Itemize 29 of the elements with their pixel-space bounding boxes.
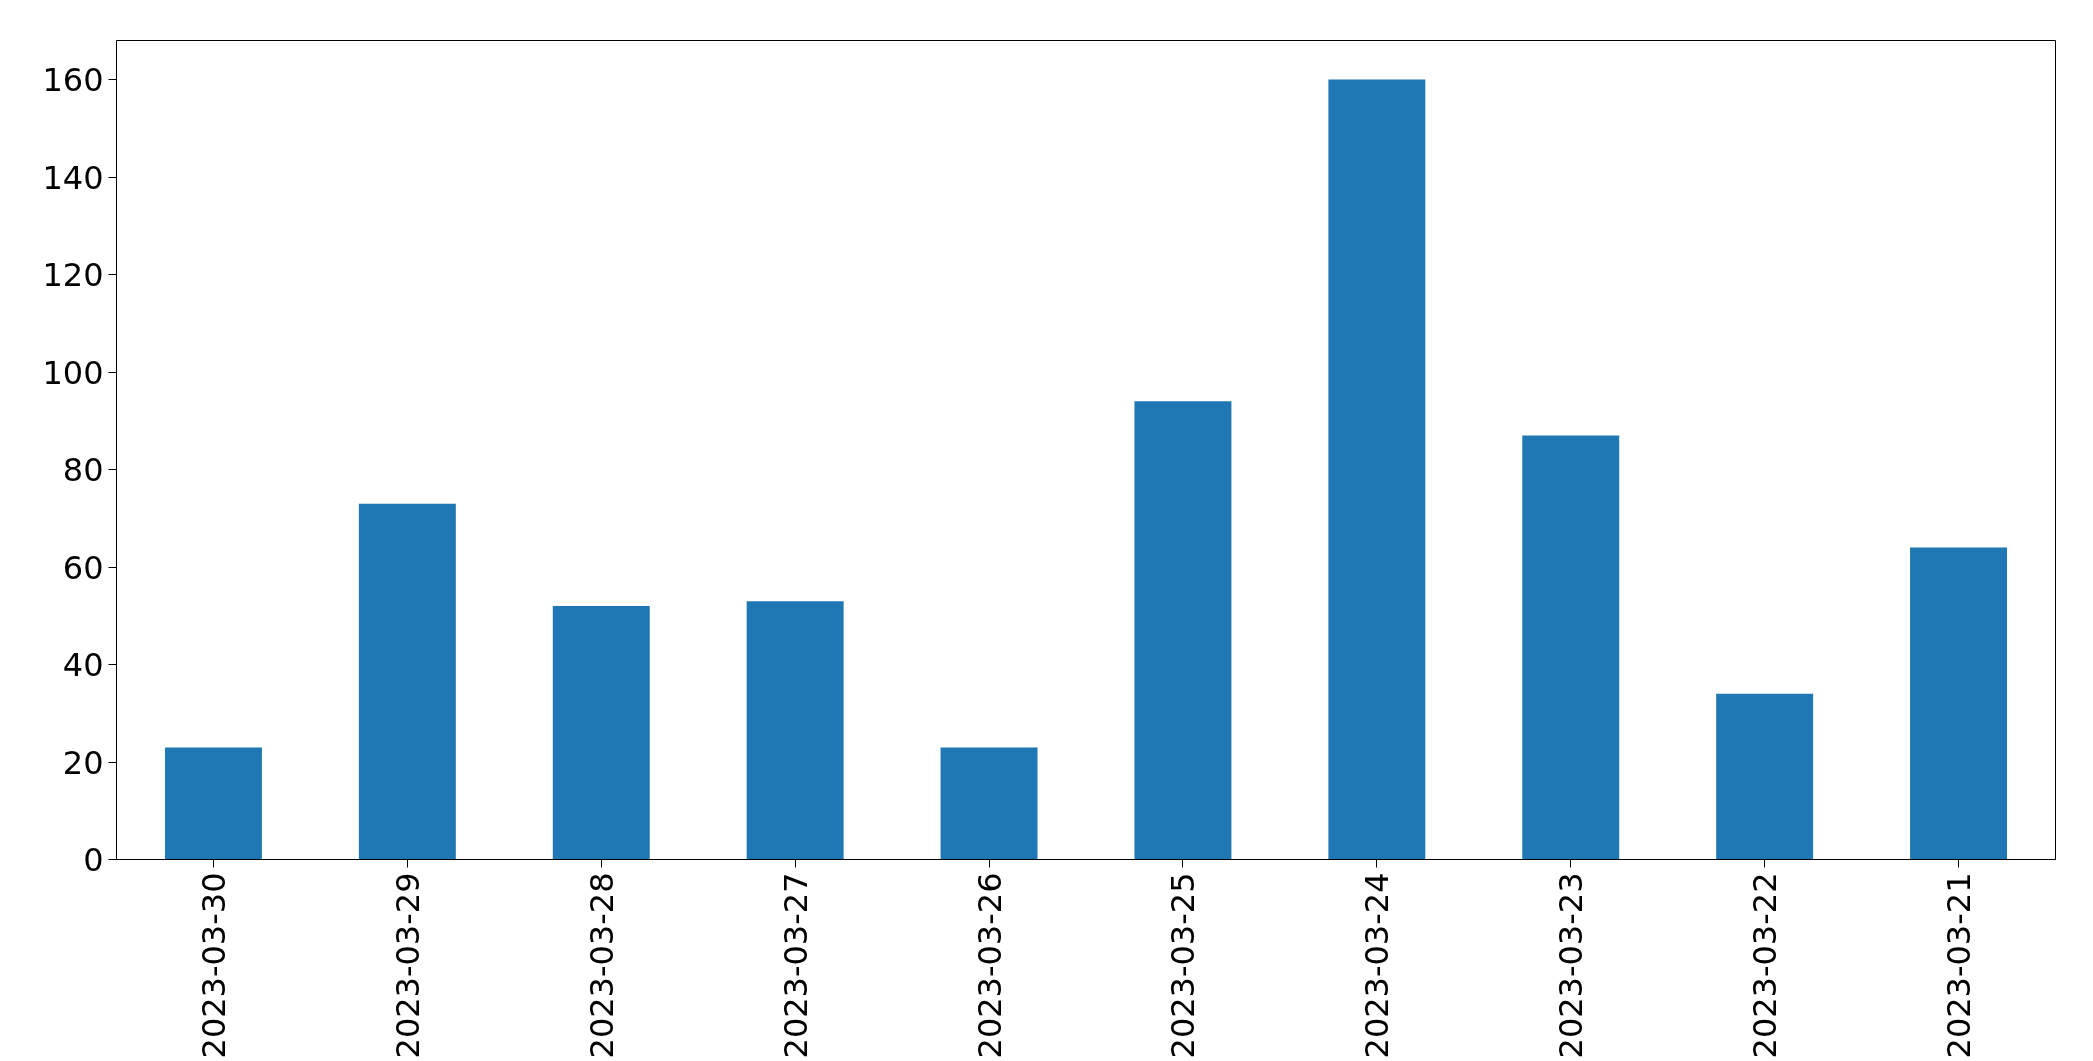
- x-tick-label: 2023-03-24: [1358, 872, 1397, 1059]
- bar: [164, 747, 262, 860]
- y-tick-label: 160: [42, 61, 104, 99]
- x-tick-label: 2023-03-22: [1746, 872, 1785, 1059]
- y-tick-label: 120: [42, 256, 104, 294]
- bar: [1134, 401, 1232, 860]
- x-tick-label: 2023-03-23: [1552, 872, 1591, 1059]
- bar: [358, 503, 456, 860]
- bar: [940, 747, 1038, 860]
- x-tick-label: 2023-03-27: [776, 872, 815, 1059]
- x-tick-label: 2023-03-28: [582, 872, 621, 1059]
- bar: [1716, 693, 1814, 860]
- x-tick-label: 2023-03-26: [970, 872, 1009, 1059]
- bar: [1328, 79, 1426, 860]
- bar: [1522, 435, 1620, 860]
- x-tick-label: 2023-03-29: [388, 872, 427, 1059]
- y-tick-label: 60: [62, 548, 104, 587]
- x-tick-label: 2023-03-30: [194, 872, 233, 1059]
- bar: [552, 606, 650, 860]
- y-tick-label: 140: [42, 158, 104, 197]
- bar: [746, 601, 844, 860]
- y-tick-label: 20: [62, 743, 104, 782]
- y-tick-label: 40: [62, 646, 104, 684]
- x-tick-label: 2023-03-21: [1940, 872, 1979, 1059]
- x-tick-label: 2023-03-25: [1164, 872, 1203, 1059]
- y-tick-label: 80: [62, 451, 104, 489]
- y-tick-label: 100: [42, 353, 104, 392]
- y-tick-label: 0: [83, 841, 104, 879]
- bar: [1910, 547, 2008, 860]
